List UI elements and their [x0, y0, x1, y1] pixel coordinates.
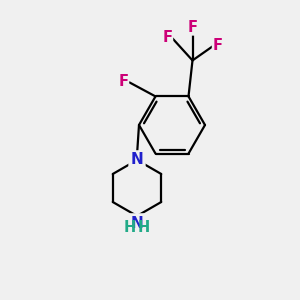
Text: N: N: [130, 152, 143, 167]
Text: F: F: [212, 38, 223, 53]
Text: F: F: [118, 74, 128, 89]
Text: F: F: [163, 30, 172, 45]
Text: H: H: [138, 220, 150, 235]
Text: N: N: [130, 215, 143, 230]
Text: F: F: [188, 20, 197, 35]
Text: H: H: [124, 220, 136, 235]
